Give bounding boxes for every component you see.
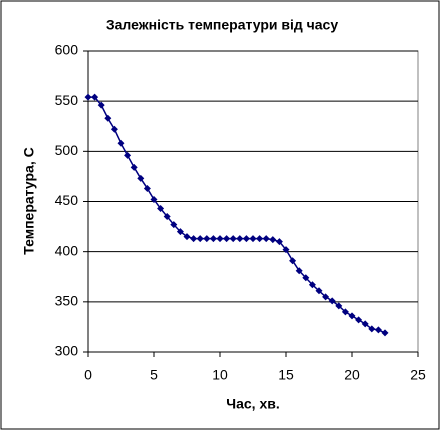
y-tick-label: 600: [55, 42, 79, 58]
data-point: [282, 246, 290, 254]
data-point: [91, 93, 99, 101]
data-point: [117, 139, 125, 147]
data-point: [374, 326, 382, 334]
data-point: [170, 221, 178, 229]
data-point: [176, 228, 184, 236]
data-point: [104, 114, 112, 122]
data-point: [84, 93, 92, 101]
data-point: [348, 312, 356, 320]
data-point: [190, 235, 198, 243]
data-point: [256, 235, 264, 243]
data-point: [130, 163, 138, 171]
x-tick-label: 0: [84, 367, 92, 383]
data-point: [368, 325, 376, 333]
data-point: [275, 238, 283, 246]
data-point: [183, 233, 191, 241]
x-tick-label: 15: [278, 367, 294, 383]
data-point: [242, 235, 250, 243]
x-tick-label: 10: [212, 367, 228, 383]
y-tick-label: 450: [55, 192, 79, 208]
data-point: [361, 320, 369, 328]
data-point: [97, 101, 105, 109]
y-tick-label: 400: [55, 242, 79, 258]
x-axis-label: Час, хв.: [226, 396, 279, 412]
data-point: [110, 125, 118, 133]
data-point: [216, 235, 224, 243]
y-axis-label: Температура, С: [21, 147, 37, 254]
data-point: [150, 195, 158, 203]
data-point: [223, 235, 231, 243]
data-point: [209, 235, 217, 243]
data-point: [124, 151, 132, 159]
data-point: [328, 297, 336, 305]
data-point: [262, 235, 270, 243]
y-tick-label: 500: [55, 142, 79, 158]
y-tick-label: 300: [55, 343, 79, 359]
data-point: [137, 174, 145, 182]
data-point: [335, 302, 343, 310]
data-point: [341, 308, 349, 316]
data-point: [229, 235, 237, 243]
data-point: [163, 213, 171, 221]
y-tick-label: 350: [55, 293, 79, 309]
x-tick-label: 5: [150, 367, 158, 383]
data-point: [196, 235, 204, 243]
data-point: [203, 235, 211, 243]
y-tick-label: 550: [55, 92, 79, 108]
data-point: [302, 274, 310, 282]
data-point: [381, 329, 389, 337]
data-point: [308, 281, 316, 289]
data-point: [322, 293, 330, 301]
data-point: [289, 257, 297, 265]
data-point: [315, 287, 323, 295]
x-tick-label: 25: [410, 367, 426, 383]
data-point: [157, 205, 165, 213]
data-point: [269, 236, 277, 244]
data-point: [236, 235, 244, 243]
data-point: [143, 184, 151, 192]
data-point: [295, 267, 303, 275]
x-tick-label: 20: [344, 367, 360, 383]
data-point: [355, 316, 363, 324]
data-point: [249, 235, 257, 243]
chart-title: Залежність температури від часу: [106, 17, 338, 33]
